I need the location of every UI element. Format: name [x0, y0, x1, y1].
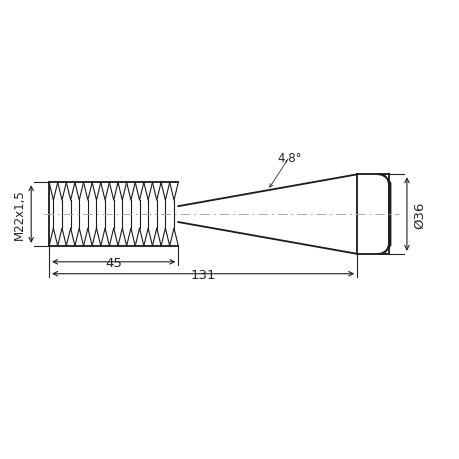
Text: Ø36: Ø36 — [412, 201, 425, 228]
Text: 45: 45 — [105, 256, 122, 269]
Text: 4,8°: 4,8° — [277, 152, 301, 165]
Text: M22x1,5: M22x1,5 — [13, 189, 26, 240]
Text: 131: 131 — [190, 268, 215, 281]
